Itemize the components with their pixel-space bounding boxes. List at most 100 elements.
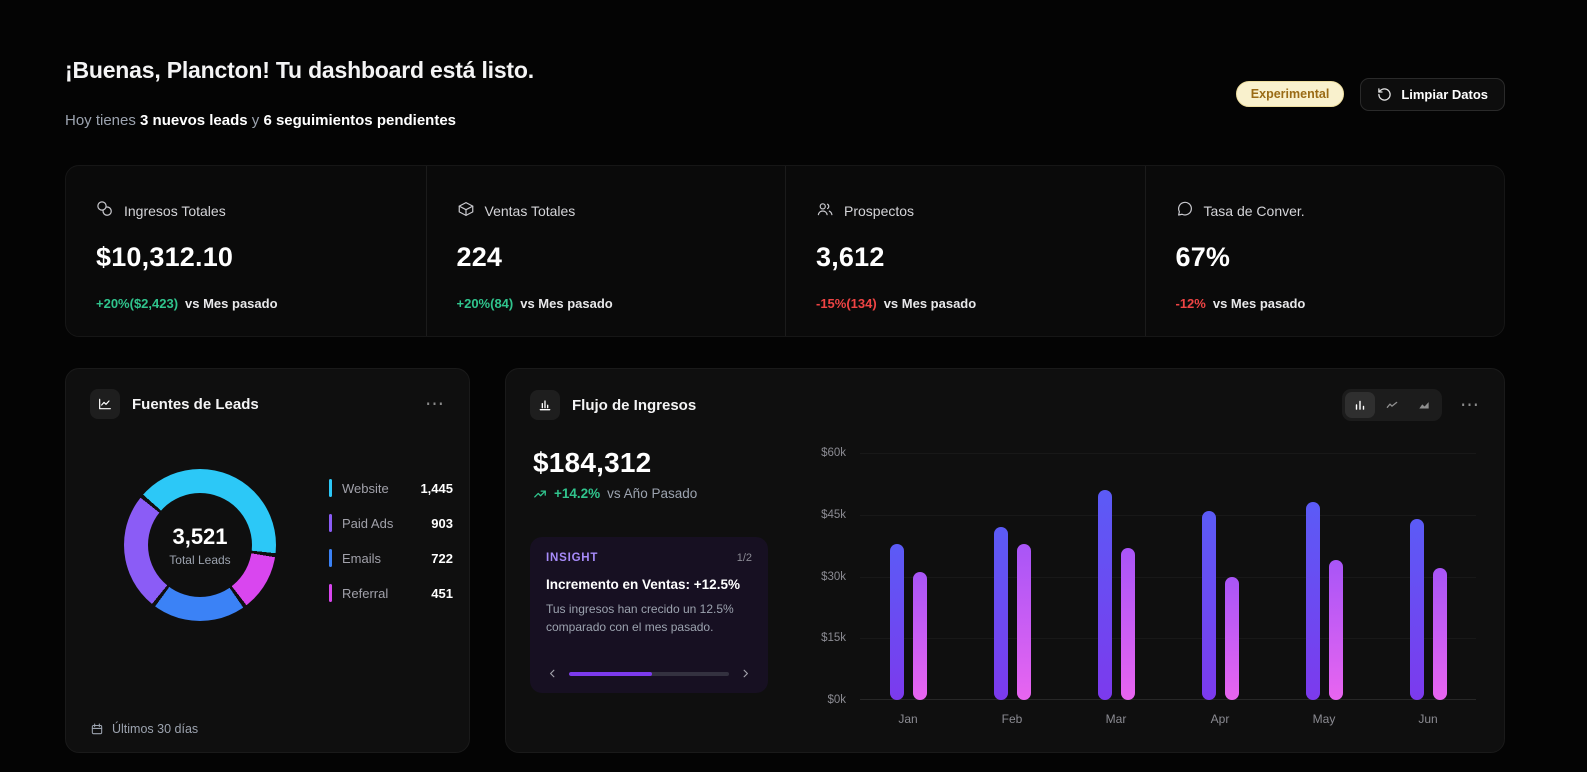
users-icon	[816, 200, 834, 221]
bar-secondary[interactable]	[1016, 543, 1031, 700]
y-axis-label: $45k	[821, 508, 846, 521]
insight-headline: Incremento en Ventas: +12.5%	[546, 577, 740, 592]
stat-change: -15%(134)	[816, 296, 877, 311]
chevron-left-icon[interactable]	[546, 667, 559, 680]
stat-change-suffix: vs Mes pasado	[1212, 296, 1306, 311]
x-axis: Jan Feb Mar Apr May Jun	[860, 700, 1476, 726]
stat-value: 224	[456, 242, 503, 272]
insight-progress-fill	[569, 671, 653, 676]
x-axis-label: Mar	[1105, 712, 1127, 726]
header-actions: Experimental Limpiar Datos	[1235, 76, 1505, 112]
x-axis-label: Apr	[1210, 712, 1230, 726]
bar-secondary[interactable]	[912, 572, 927, 700]
leads-donut-chart[interactable]: 3,521 Total Leads	[124, 469, 276, 621]
plot-area	[860, 453, 1476, 700]
insight-controls	[546, 667, 752, 680]
donut-total-label: Total Leads	[169, 552, 231, 567]
footer-label: Últimos 30 días	[112, 722, 199, 736]
insight-panel: INSIGHT 1/2 Incremento en Ventas: +12.5%…	[530, 537, 768, 693]
stat-change-suffix: vs Mes pasado	[185, 296, 278, 311]
insight-progress-track	[569, 671, 729, 676]
bar-group	[980, 453, 1044, 700]
stat-value: 67%	[1175, 242, 1231, 272]
legend-item-paid-ads[interactable]: Paid Ads 903	[329, 514, 453, 532]
bar-secondary[interactable]	[1224, 576, 1239, 700]
area-chart-toggle[interactable]	[1409, 392, 1439, 418]
stat-label: Tasa de Conver.	[1203, 202, 1305, 219]
bar-primary[interactable]	[1097, 490, 1112, 700]
legend-label: Website	[342, 480, 389, 496]
leads-card-title: Fuentes de Leads	[132, 395, 259, 413]
bar-primary[interactable]	[889, 543, 904, 700]
page-title: ¡Buenas, Plancton! Tu dashboard está lis…	[65, 57, 534, 83]
x-axis-label: May	[1312, 712, 1336, 726]
stat-value: 3,612	[816, 242, 885, 272]
chevron-right-icon[interactable]	[739, 667, 752, 680]
bar-group	[1292, 453, 1356, 700]
clear-data-label: Limpiar Datos	[1401, 86, 1488, 102]
bar-primary[interactable]	[1305, 502, 1320, 700]
y-axis-label: $0k	[827, 694, 846, 706]
insight-label: INSIGHT	[546, 552, 599, 564]
gridline	[860, 576, 1476, 578]
legend-label: Emails	[342, 550, 382, 566]
stat-change-suffix: vs Mes pasado	[520, 296, 613, 311]
stat-change: -12%	[1175, 296, 1206, 311]
stat-label: Ventas Totales	[484, 202, 576, 219]
revenue-card-title: Flujo de Ingresos	[572, 396, 697, 414]
bar-group	[1084, 453, 1148, 700]
subtitle-highlight-followups: 6 seguimientos pendientes	[263, 112, 456, 129]
gridline	[860, 638, 1476, 640]
gridline	[860, 514, 1476, 516]
bar-secondary[interactable]	[1432, 568, 1447, 700]
refresh-icon	[1377, 87, 1392, 102]
legend-swatch	[329, 479, 332, 497]
donut-total-value: 3,521	[172, 523, 228, 549]
bar-primary[interactable]	[1201, 510, 1216, 700]
legend-value: 451	[431, 585, 453, 601]
legend-value: 1,445	[420, 480, 453, 496]
stat-card-conversion: Tasa de Conver. 67% -12% vs Mes pasado	[1144, 166, 1505, 336]
legend-item-emails[interactable]: Emails 722	[329, 549, 453, 567]
legend-label: Referral	[342, 585, 389, 601]
insight-pagination: 1/2	[736, 552, 752, 564]
leads-menu-button[interactable]: ⋯	[425, 393, 445, 415]
y-axis-label: $30k	[821, 570, 846, 583]
coins-icon	[96, 200, 114, 221]
trend-up-icon	[533, 487, 547, 501]
package-icon	[457, 200, 475, 221]
bar-group	[876, 453, 940, 700]
stat-card-ingresos: Ingresos Totales $10,312.10 +20%($2,423)…	[66, 166, 426, 336]
x-axis-label: Jan	[898, 712, 918, 726]
bar-chart-icon	[530, 390, 560, 420]
bar-primary[interactable]	[1409, 518, 1424, 700]
bar-secondary[interactable]	[1120, 547, 1135, 700]
clear-data-button[interactable]: Limpiar Datos	[1360, 77, 1505, 111]
baseline	[860, 699, 1476, 700]
bar-primary[interactable]	[993, 527, 1008, 700]
legend-swatch	[329, 584, 332, 602]
y-axis-label: $15k	[821, 632, 846, 645]
subtitle-highlight-leads: 3 nuevos leads	[140, 112, 248, 129]
trend-value: +14.2%	[554, 486, 601, 501]
x-axis-label: Jun	[1418, 712, 1438, 726]
stats-row: Ingresos Totales $10,312.10 +20%($2,423)…	[65, 165, 1505, 337]
revenue-summary: $184,312 +14.2% vs Año Pasado	[533, 447, 697, 501]
y-axis-label: $60k	[821, 447, 846, 459]
chart-type-toggle-group	[1342, 389, 1442, 421]
line-chart-icon	[90, 389, 120, 419]
bar-secondary[interactable]	[1328, 560, 1343, 700]
experimental-badge: Experimental	[1235, 81, 1345, 107]
line-chart-toggle[interactable]	[1377, 392, 1407, 418]
revenue-menu-button[interactable]: ⋯	[1460, 394, 1480, 416]
bar-chart-toggle[interactable]	[1345, 392, 1375, 418]
legend-value: 903	[431, 515, 453, 531]
legend-swatch	[329, 549, 332, 567]
revenue-chart: $60k $45k $30k $15k $0k Jan Feb Mar Apr May Jun	[806, 447, 1476, 726]
legend-item-referral[interactable]: Referral 451	[329, 584, 453, 602]
legend-item-website[interactable]: Website 1,445	[329, 479, 453, 497]
bar-group	[1188, 453, 1252, 700]
subtitle-middle: y	[247, 112, 264, 129]
stat-value: $10,312.10	[96, 242, 234, 272]
stat-change: +20%($2,423)	[96, 296, 179, 311]
